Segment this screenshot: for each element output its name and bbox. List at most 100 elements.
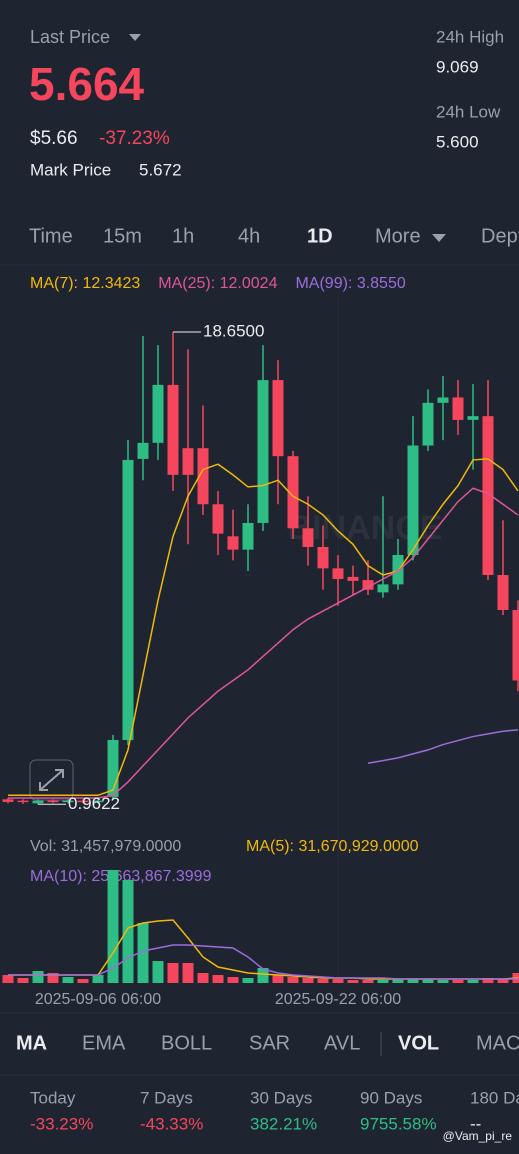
candle-body [272,380,284,457]
timeframe-tab[interactable]: More [375,225,421,247]
volume-bar [2,975,14,983]
ma-line [8,487,519,799]
candle-body [362,580,374,590]
volume-bar [482,978,494,983]
candle-body [227,536,239,550]
candle-body [437,397,449,403]
stat-label: 180 Days [470,1088,519,1107]
stat-value: 9755.58% [360,1114,437,1133]
stat-value: -43.33% [140,1114,203,1133]
dropdown-arrow [432,234,446,242]
indicator-tab[interactable]: AVL [324,1032,360,1054]
candle-body [137,442,149,459]
volume-bar [287,977,299,983]
volume-bar [377,980,389,983]
credit: @Vam_pi_re [443,1129,513,1143]
mark-price-label: Mark Price [30,160,111,179]
ma-line [8,458,519,797]
candle-body [497,575,509,610]
timeframe-tab[interactable]: Depth [481,225,519,247]
candle-body [2,799,14,802]
stat-value: -- [470,1114,481,1133]
candle-body [182,448,194,475]
volume-bar [197,973,209,983]
volume-bar [107,870,119,983]
volume-bar [122,880,134,983]
annotation: 0.9622 [68,794,120,813]
stat-label: 30 Days [250,1088,312,1107]
indicator-tab[interactable]: BOLL [161,1032,212,1054]
volume-bar [62,977,74,983]
timeframe-tab[interactable]: 4h [238,225,260,247]
candle-body [62,800,74,803]
expand-button[interactable] [29,759,74,801]
candle-body [242,522,254,550]
candle-body [482,416,494,576]
candle-body [467,416,479,420]
candle-body [92,800,104,803]
volume-bar [92,975,104,983]
legend-entry: MA(25): 12.0024 [158,275,277,292]
candle-body [377,584,389,593]
price-change: -37.23% [99,128,170,149]
volume-bar [362,980,374,983]
volume-bar [347,980,359,983]
legend-entry: MA(10): 25,663,867.3999 [30,868,212,885]
candle-body [107,740,119,797]
timeframe-tab[interactable]: 15m [103,225,142,247]
high-label: 24h High [436,27,504,46]
volume-bar [242,978,254,983]
stat-value: -33.23% [30,1114,93,1133]
indicator-tab[interactable]: EMA [82,1032,126,1054]
volume-bar [272,975,284,983]
legend-entry: MA(5): 31,670,929.0000 [246,838,419,855]
candle-body [347,576,359,581]
volume-bar [77,979,89,983]
timeframe-tab[interactable]: 1D [307,225,333,247]
last-price-label[interactable]: Last Price [30,27,110,47]
volume-bar [227,977,239,983]
volume-bar [317,979,329,983]
candle-body [407,445,419,555]
indicator-tab[interactable]: VOL [398,1032,439,1054]
volume-bar [422,979,434,983]
low-label: 24h Low [436,102,501,121]
timeframe-tab[interactable]: Time [29,225,73,247]
low-value: 5.600 [436,132,479,151]
volume-bar [302,978,314,983]
volume-bar [467,980,479,983]
indicator-tab[interactable]: MA [16,1032,47,1054]
volume-bar [167,963,179,983]
mark-price: 5.672 [139,160,182,179]
candle-body [257,380,269,523]
volume-bar [407,979,419,983]
volume-bar [17,978,29,983]
timeframe-tab[interactable]: 1h [172,225,194,247]
volume-bar [152,961,164,983]
stat-label: 7 Days [140,1088,193,1107]
stat-value: 382.21% [250,1114,317,1133]
candle-body [287,456,299,529]
annotation: 18.6500 [203,322,264,341]
candle-body [32,800,44,804]
candle-body [197,448,209,505]
volume-bar [32,971,44,983]
indicator-tab[interactable]: SAR [249,1032,290,1054]
candle-body [392,554,404,585]
volume-bar [257,968,269,983]
volume-bar [437,980,449,983]
candle-body [512,609,519,681]
indicator-tab[interactable]: MACD [476,1032,519,1054]
candle-body [317,546,329,569]
volume-bar [392,979,404,983]
stat-label: 90 Days [360,1088,422,1107]
last-price: 5.664 [29,58,145,110]
x-tick-label: 2025-09-22 06:00 [275,991,401,1008]
dropdown-arrow [129,34,141,41]
candle-body [47,800,59,803]
stat-label: Today [30,1088,76,1107]
legend-entry: MA(99): 3.8550 [295,275,405,292]
candle-body [212,504,224,534]
